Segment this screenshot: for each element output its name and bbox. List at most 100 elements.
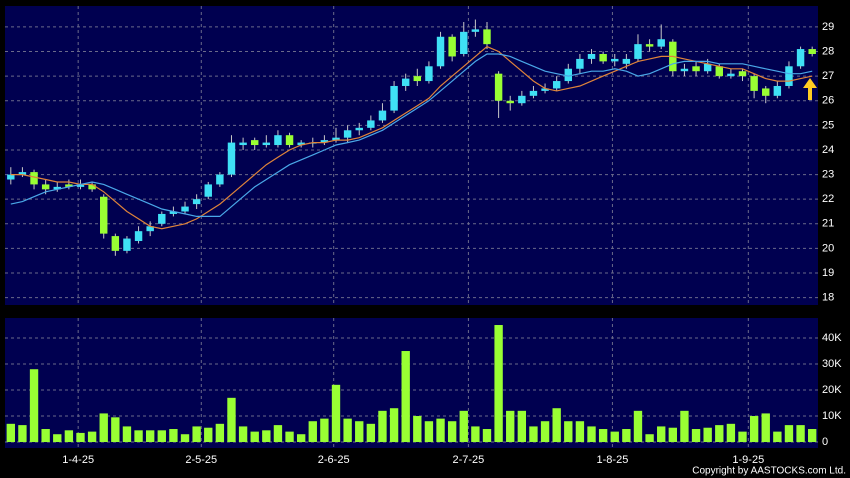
volume-bar — [308, 421, 317, 443]
candle-body — [785, 66, 793, 86]
candle-body — [285, 135, 294, 146]
volume-bar — [355, 421, 364, 443]
candle-body — [192, 199, 201, 205]
candle-body — [425, 66, 433, 82]
volume-bar — [145, 430, 155, 443]
volume-bar — [738, 431, 747, 443]
candle-body — [518, 95, 526, 104]
volume-bar — [633, 410, 643, 443]
y-tick-label: 19 — [822, 267, 834, 279]
candle-body — [692, 66, 700, 72]
volume-bar — [610, 431, 619, 443]
candle-body — [181, 206, 189, 212]
volume-bar — [459, 410, 468, 443]
candle-body — [250, 140, 259, 146]
candle-body — [123, 238, 131, 251]
candle-body — [41, 184, 50, 190]
y-tick-label: 29 — [822, 21, 834, 33]
candle-body — [30, 172, 38, 185]
volume-bar — [64, 430, 74, 443]
candle-body — [460, 31, 468, 54]
candle-body — [413, 76, 422, 82]
candle-body — [622, 58, 631, 64]
candle-body — [796, 49, 805, 67]
volume-bar — [18, 425, 27, 443]
candle-body — [227, 142, 236, 175]
volume-bar — [378, 410, 387, 443]
candle-body — [390, 85, 398, 111]
candle-body — [715, 66, 723, 77]
candle-body — [53, 186, 61, 190]
volume-bar — [238, 426, 248, 443]
volume-bar — [808, 429, 817, 443]
candle-body — [703, 63, 712, 72]
volume-bar — [482, 429, 492, 443]
y-tick-label: 28 — [822, 45, 834, 57]
volume-bar — [29, 369, 39, 443]
price-panel — [5, 6, 818, 305]
candle-body — [204, 184, 212, 197]
volume-bar — [796, 425, 805, 443]
y-tick-label: 20 — [822, 242, 834, 254]
volume-bar — [691, 429, 701, 443]
y-tick-label: 21 — [822, 218, 834, 230]
candle-body — [680, 68, 689, 72]
volume-bar — [320, 418, 329, 443]
volume-bar — [343, 418, 352, 443]
x-tick-label: 1-8-25 — [597, 454, 629, 466]
volume-bar — [587, 426, 596, 443]
volume-bar — [657, 426, 666, 443]
x-tick-label: 1-4-25 — [62, 454, 94, 466]
candle-body — [332, 137, 340, 141]
candle-body — [483, 29, 491, 45]
y-tick-label: 0 — [822, 436, 828, 448]
candle-body — [100, 196, 108, 234]
candle-body — [529, 90, 538, 96]
y-tick-label: 27 — [822, 70, 834, 82]
candle-body — [762, 88, 770, 96]
candle-body — [146, 226, 154, 232]
volume-bar — [215, 423, 225, 443]
volume-bar — [157, 430, 166, 443]
volume-bar — [761, 413, 770, 443]
volume-bar — [668, 427, 678, 443]
x-tick-label: 2-6-25 — [318, 454, 350, 466]
y-tick-label: 40K — [822, 332, 842, 344]
volume-bar — [180, 434, 190, 443]
volume-bar — [99, 413, 108, 443]
candle-body — [436, 36, 445, 67]
volume-bar — [111, 417, 120, 443]
candle-body — [65, 184, 73, 187]
volume-bar — [424, 421, 434, 443]
volume-bar — [389, 408, 399, 443]
y-tick-label: 10K — [822, 410, 842, 422]
candle-body — [169, 211, 178, 214]
volume-bar — [715, 425, 724, 443]
candle-body — [320, 140, 329, 143]
volume-bar — [227, 397, 236, 443]
candle-body — [471, 29, 480, 32]
volume-bar — [134, 430, 143, 443]
volume-bar — [41, 429, 50, 443]
y-tick-label: 22 — [822, 193, 834, 205]
volume-bar — [598, 429, 608, 443]
candle-body — [576, 58, 584, 69]
x-tick-label: 2-7-25 — [453, 454, 485, 466]
candle-body — [448, 36, 456, 57]
candle-body — [727, 73, 735, 77]
volume-bar — [680, 410, 689, 443]
candle-body — [378, 110, 387, 121]
candle-body — [88, 184, 96, 190]
x-tick-label: 1-9-25 — [732, 454, 764, 466]
candle-body — [599, 53, 607, 62]
volume-bar — [192, 426, 201, 443]
y-tick-label: 24 — [822, 144, 834, 156]
volume-bar — [53, 434, 62, 443]
candle-body — [367, 120, 375, 128]
candle-body — [541, 88, 549, 91]
volume-bar — [285, 431, 294, 443]
candle-body — [262, 142, 271, 146]
candle-body — [645, 44, 654, 47]
candle-body — [343, 130, 352, 138]
volume-bar — [564, 421, 573, 443]
